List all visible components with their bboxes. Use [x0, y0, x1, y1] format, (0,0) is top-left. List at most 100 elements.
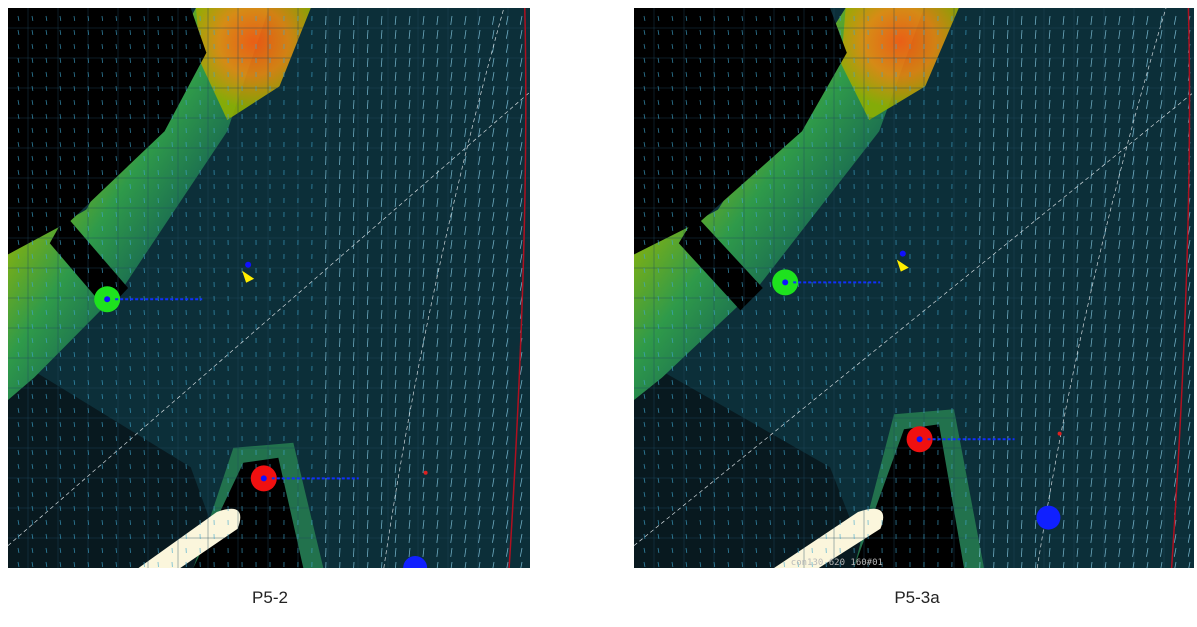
- flow-arrow: [1090, 407, 1093, 417]
- flow-arrow: [478, 127, 481, 137]
- flow-arrow: [1173, 183, 1177, 193]
- flow-arrow: [129, 57, 131, 64]
- flow-arrow: [450, 295, 453, 305]
- flow-arrow: [755, 561, 757, 568]
- flow-arrow: [1146, 477, 1149, 487]
- flow-arrow: [1146, 309, 1149, 319]
- flow-arrow: [713, 239, 716, 246]
- flow-arrow: [87, 267, 90, 274]
- flow-arrow: [713, 533, 716, 540]
- flow-arrow: [1076, 421, 1079, 431]
- flow-arrow: [115, 211, 117, 218]
- flow-arrow: [101, 225, 104, 232]
- flow-arrow: [755, 127, 757, 134]
- flow-arrow: [1173, 57, 1177, 67]
- flow-arrow: [1020, 309, 1023, 320]
- flow-arrow: [657, 267, 660, 273]
- flow-arrow: [643, 239, 646, 245]
- flow-arrow: [741, 29, 744, 36]
- flow-arrow: [59, 197, 62, 203]
- flow-arrow: [643, 337, 646, 343]
- flow-arrow: [1160, 155, 1163, 165]
- flow-arrow: [993, 351, 995, 362]
- flow-arrow: [436, 561, 439, 568]
- flow-arrow: [1076, 351, 1079, 361]
- flow-arrow: [1146, 29, 1149, 39]
- flow-arrow: [519, 253, 523, 263]
- flow-arrow: [450, 477, 453, 487]
- flow-arrow: [671, 435, 674, 441]
- flow-arrow: [129, 85, 131, 92]
- flow-arrow: [519, 183, 523, 193]
- flow-arrow: [394, 393, 397, 403]
- flow-arrow: [1090, 29, 1093, 39]
- flow-arrow: [506, 561, 509, 568]
- flow-arrow: [993, 561, 995, 568]
- flow-arrow: [769, 71, 771, 78]
- flow-arrow: [478, 169, 481, 179]
- boundary: [508, 8, 527, 568]
- flow-arrow: [755, 519, 757, 526]
- flow-arrow: [727, 309, 730, 316]
- flow-arrow: [73, 239, 76, 246]
- flow-arrow: [1090, 561, 1093, 568]
- flow-arrow: [17, 351, 20, 357]
- flow-arrow: [657, 505, 660, 511]
- flow-arrow: [353, 519, 355, 530]
- flow-arrow: [1132, 421, 1135, 431]
- flow-arrow: [17, 155, 20, 161]
- flow-arrow: [1104, 239, 1107, 249]
- flow-arrow: [115, 379, 117, 386]
- flow-arrow: [699, 505, 702, 512]
- flow-arrow: [671, 71, 674, 77]
- flow-arrow: [643, 253, 646, 259]
- flow-arrow: [1034, 183, 1037, 194]
- flow-arrow: [115, 547, 117, 554]
- flow-arrow: [769, 127, 771, 134]
- flow-arrow: [643, 365, 646, 371]
- flow-arrow: [643, 561, 646, 567]
- flow-arrow: [366, 57, 369, 68]
- flow-arrow: [1104, 421, 1107, 431]
- flow-arrow: [394, 127, 397, 137]
- flow-arrow: [643, 197, 646, 203]
- flow-arrow: [45, 407, 48, 413]
- flow-arrow: [1048, 323, 1051, 333]
- flow-arrow: [505, 449, 509, 459]
- flow-arrow: [993, 295, 995, 306]
- flow-arrow: [657, 463, 660, 469]
- flow-arrow: [685, 337, 688, 343]
- flow-arrow: [408, 533, 411, 543]
- flow-arrow: [1173, 547, 1177, 557]
- flow-arrow: [59, 505, 62, 511]
- flow-arrow: [87, 253, 90, 260]
- flow-arrow: [727, 547, 730, 554]
- flow-arrow: [769, 393, 771, 400]
- flow-arrow: [1132, 561, 1135, 568]
- flow-arrow: [1062, 309, 1065, 319]
- flow-arrow: [685, 295, 688, 301]
- flow-arrow: [643, 85, 646, 91]
- flow-arrow: [450, 351, 453, 361]
- flow-arrow: [727, 365, 730, 372]
- flow-arrow: [1048, 295, 1051, 305]
- flow-arrow: [45, 379, 48, 385]
- flow-arrow: [464, 141, 467, 151]
- flow-arrow: [366, 379, 369, 390]
- flow-arrow: [492, 253, 495, 263]
- flow-arrow: [59, 169, 62, 175]
- flow-arrow: [755, 477, 757, 484]
- flow-arrow: [1034, 463, 1037, 474]
- flow-arrow: [59, 365, 62, 371]
- flow-arrow: [478, 253, 481, 263]
- flow-arrow: [492, 533, 495, 543]
- flow-arrow: [436, 141, 439, 151]
- flow-arrow: [422, 183, 425, 193]
- flow-arrow: [73, 267, 76, 274]
- flow-arrow: [1048, 197, 1051, 207]
- flow-arrow: [1076, 141, 1079, 151]
- flow-arrow: [1062, 547, 1065, 557]
- flow-arrow: [643, 463, 646, 469]
- flow-arrow: [1076, 43, 1079, 53]
